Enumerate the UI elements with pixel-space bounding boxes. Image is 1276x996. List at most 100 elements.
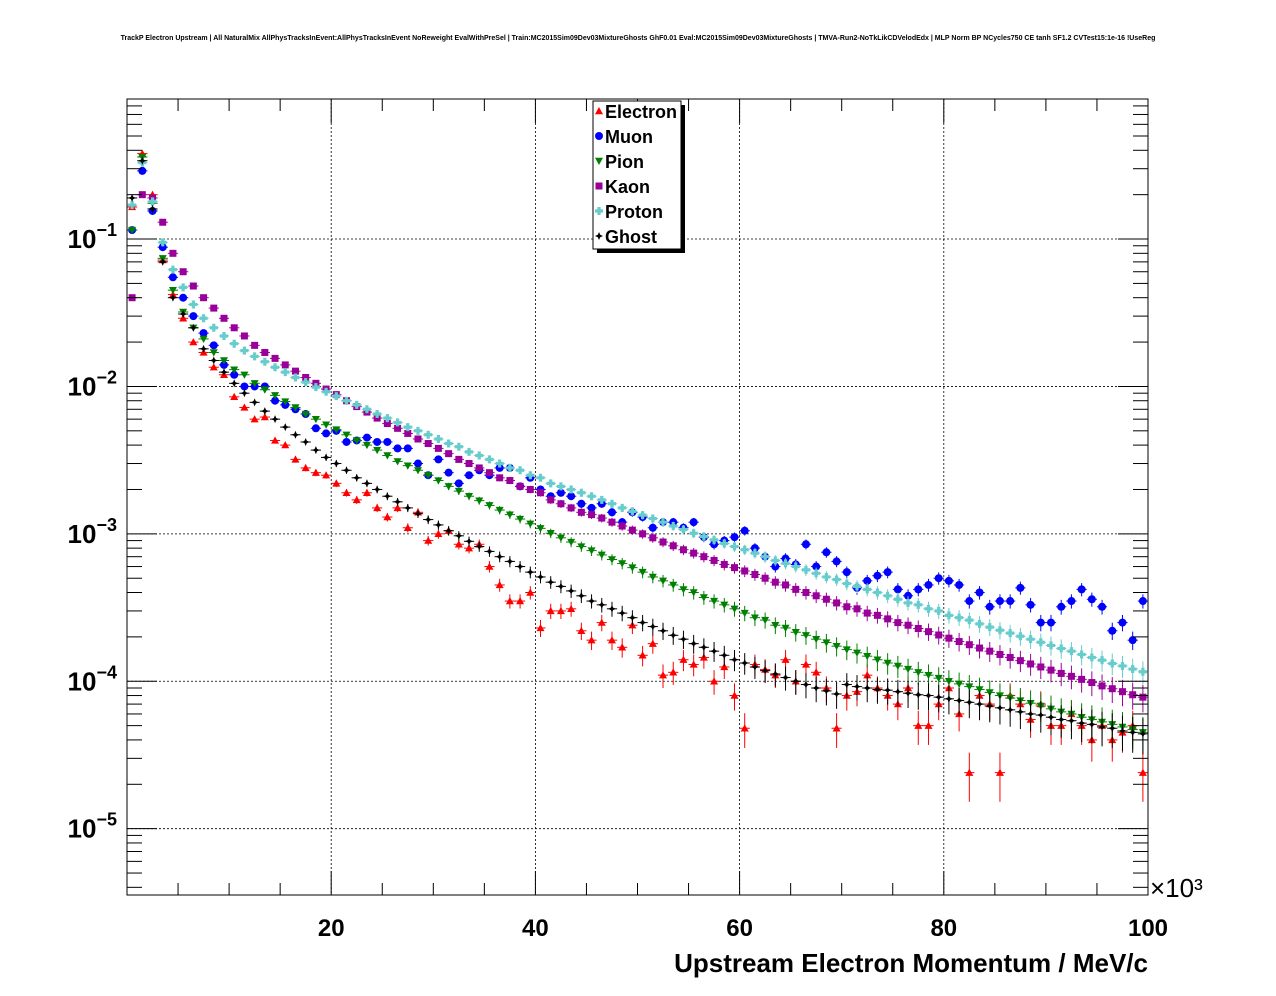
data-point [281,423,290,432]
data-point [199,329,208,338]
x-tick-label: 40 [522,915,549,942]
data-point [342,488,351,496]
data-point [832,557,841,566]
data-point [373,446,382,455]
legend-marker [595,157,603,165]
data-point [618,560,627,568]
data-point [863,684,872,693]
data-point [1047,713,1056,722]
data-point [1087,720,1096,729]
data-point [444,439,453,448]
data-point [730,691,739,699]
data-point [924,628,932,636]
data-point [271,436,280,444]
data-point [812,668,821,676]
data-point [352,473,361,482]
data-point [771,562,780,571]
data-point [189,338,198,346]
data-point [607,636,616,644]
series-ghost [127,156,1148,755]
data-point [505,597,514,605]
data-point [424,536,433,544]
data-point [495,506,504,515]
data-point [1067,716,1076,725]
data-point [403,503,412,512]
data-point [863,652,872,661]
data-point [465,537,474,546]
data-point [189,312,198,321]
data-point [587,636,596,644]
data-point [454,479,463,488]
data-points [127,149,1148,802]
data-point [546,479,555,488]
data-point [393,497,402,506]
data-point [404,429,412,437]
data-point [822,572,831,581]
data-point [689,529,698,538]
data-point [556,606,565,615]
data-point [904,689,913,698]
data-point [924,604,933,613]
chart-title: TrackP Electron Upstream | All NaturalMi… [120,35,1156,42]
data-point [587,547,596,555]
data-point [454,487,463,496]
data-point [792,585,800,593]
data-point [281,398,290,406]
data-point [904,621,912,629]
data-point [383,452,392,460]
data-point [700,553,708,561]
data-point [168,273,177,282]
data-point [1016,583,1025,592]
data-point [832,689,841,698]
y-tick-label: 10−5 [68,810,117,844]
data-point [679,655,688,663]
data-point [250,352,259,361]
data-point [648,639,657,647]
data-point [771,622,780,630]
data-point [1118,661,1127,670]
data-point [567,604,576,613]
data-point [965,641,973,649]
data-point [1016,632,1025,641]
data-point [168,265,177,274]
x-tick-label: 80 [930,915,957,942]
data-point [1077,585,1086,594]
data-point [424,430,433,439]
legend-label: Kaon [605,177,650,197]
data-point [618,503,627,512]
data-point [485,562,494,570]
data-point [791,629,800,637]
data-point [944,611,953,620]
data-point [904,598,913,607]
data-point [373,485,382,494]
data-point [618,522,626,530]
data-point [352,400,361,409]
data-point [311,415,320,424]
data-point [240,371,249,379]
data-point [934,693,943,702]
data-point [240,403,249,411]
data-point [761,666,770,675]
data-point [801,540,810,549]
data-point [975,619,984,628]
data-point [516,466,525,475]
data-point [832,724,841,732]
data-point [588,511,596,519]
data-point [750,614,759,622]
data-point [434,477,443,485]
data-point [138,166,147,175]
data-point [465,471,474,480]
data-point [128,226,137,235]
data-point [455,455,463,463]
data-point [414,435,422,443]
data-point [1087,653,1096,662]
data-point [393,503,402,512]
data-point [873,611,881,619]
data-point [628,526,636,534]
data-point [465,544,474,552]
data-point [179,268,187,276]
legend-label: Muon [605,127,653,147]
data-point [689,660,698,668]
data-point [1138,729,1147,738]
data-point [597,495,606,504]
